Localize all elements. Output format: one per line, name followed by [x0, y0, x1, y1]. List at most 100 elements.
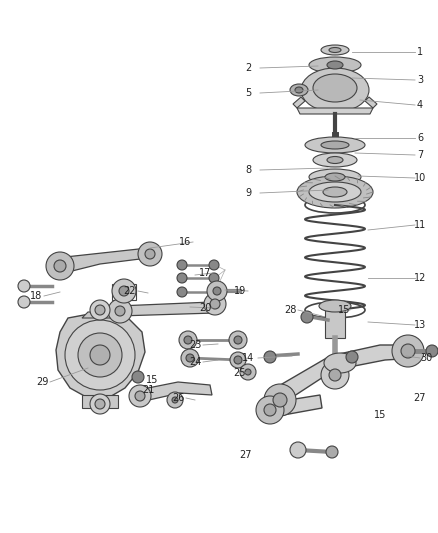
- Circle shape: [179, 331, 197, 349]
- Text: 1: 1: [417, 47, 423, 57]
- Text: 24: 24: [189, 357, 201, 367]
- Polygon shape: [56, 248, 155, 274]
- Circle shape: [115, 306, 125, 316]
- Ellipse shape: [309, 182, 361, 202]
- Circle shape: [209, 273, 219, 283]
- Circle shape: [290, 442, 306, 458]
- Text: 2: 2: [245, 63, 251, 73]
- Circle shape: [95, 399, 105, 409]
- Polygon shape: [313, 76, 357, 82]
- Text: 12: 12: [414, 273, 426, 283]
- Text: 26: 26: [172, 393, 184, 403]
- Circle shape: [138, 242, 162, 266]
- Circle shape: [210, 299, 220, 309]
- Text: 9: 9: [245, 188, 251, 198]
- Ellipse shape: [319, 300, 351, 312]
- Text: 15: 15: [146, 375, 158, 385]
- Circle shape: [108, 299, 132, 323]
- Circle shape: [240, 364, 256, 380]
- Polygon shape: [56, 312, 145, 398]
- Polygon shape: [270, 345, 418, 410]
- Circle shape: [132, 371, 144, 383]
- Circle shape: [209, 287, 219, 297]
- Circle shape: [145, 249, 155, 259]
- Circle shape: [135, 391, 145, 401]
- Circle shape: [167, 392, 183, 408]
- Circle shape: [129, 385, 151, 407]
- Circle shape: [18, 280, 30, 292]
- Circle shape: [401, 344, 415, 358]
- Circle shape: [346, 351, 358, 363]
- Circle shape: [177, 260, 187, 270]
- Ellipse shape: [313, 74, 357, 102]
- Polygon shape: [118, 295, 220, 316]
- Circle shape: [326, 446, 338, 458]
- Polygon shape: [265, 395, 322, 416]
- Ellipse shape: [325, 173, 345, 181]
- Ellipse shape: [301, 68, 369, 112]
- Circle shape: [181, 349, 199, 367]
- Circle shape: [229, 331, 247, 349]
- Text: 16: 16: [179, 237, 191, 247]
- Text: 28: 28: [284, 305, 296, 315]
- Circle shape: [392, 335, 424, 367]
- Circle shape: [264, 351, 276, 363]
- Ellipse shape: [324, 353, 356, 373]
- Text: 15: 15: [338, 305, 350, 315]
- Text: 27: 27: [239, 450, 251, 460]
- Circle shape: [90, 394, 110, 414]
- Circle shape: [426, 345, 438, 357]
- Ellipse shape: [297, 176, 373, 208]
- Text: 22: 22: [124, 286, 136, 296]
- Text: 27: 27: [414, 393, 426, 403]
- Circle shape: [230, 352, 246, 368]
- Circle shape: [213, 287, 221, 295]
- Ellipse shape: [295, 87, 303, 93]
- Polygon shape: [297, 108, 373, 114]
- Polygon shape: [365, 97, 377, 108]
- Circle shape: [78, 333, 122, 377]
- Ellipse shape: [309, 57, 361, 73]
- Text: 5: 5: [245, 88, 251, 98]
- Circle shape: [90, 300, 110, 320]
- Text: 19: 19: [234, 286, 246, 296]
- Circle shape: [273, 393, 287, 407]
- Circle shape: [207, 281, 227, 301]
- Text: 17: 17: [199, 268, 211, 278]
- Circle shape: [18, 296, 30, 308]
- Ellipse shape: [323, 187, 347, 197]
- Text: 18: 18: [30, 291, 42, 301]
- Text: 11: 11: [414, 220, 426, 230]
- Text: 30: 30: [420, 353, 432, 363]
- Circle shape: [112, 279, 136, 303]
- Ellipse shape: [329, 47, 341, 52]
- Polygon shape: [293, 97, 305, 108]
- Circle shape: [65, 320, 135, 390]
- Circle shape: [46, 252, 74, 280]
- Circle shape: [329, 369, 341, 381]
- Text: 15: 15: [374, 410, 386, 420]
- Text: 7: 7: [417, 150, 423, 160]
- Circle shape: [234, 356, 242, 364]
- Text: 14: 14: [242, 353, 254, 363]
- Circle shape: [234, 336, 242, 344]
- Text: 25: 25: [234, 368, 246, 378]
- Circle shape: [184, 336, 192, 344]
- Ellipse shape: [290, 84, 308, 96]
- Ellipse shape: [309, 169, 361, 185]
- Ellipse shape: [321, 45, 349, 55]
- Ellipse shape: [321, 141, 349, 149]
- Circle shape: [177, 287, 187, 297]
- Text: 4: 4: [417, 100, 423, 110]
- Circle shape: [119, 286, 129, 296]
- Circle shape: [90, 345, 110, 365]
- Circle shape: [256, 396, 284, 424]
- Ellipse shape: [327, 157, 343, 164]
- Text: 10: 10: [414, 173, 426, 183]
- Circle shape: [177, 273, 187, 283]
- Circle shape: [95, 305, 105, 315]
- Ellipse shape: [305, 137, 365, 153]
- Polygon shape: [82, 312, 118, 318]
- Circle shape: [204, 293, 226, 315]
- Text: 8: 8: [245, 165, 251, 175]
